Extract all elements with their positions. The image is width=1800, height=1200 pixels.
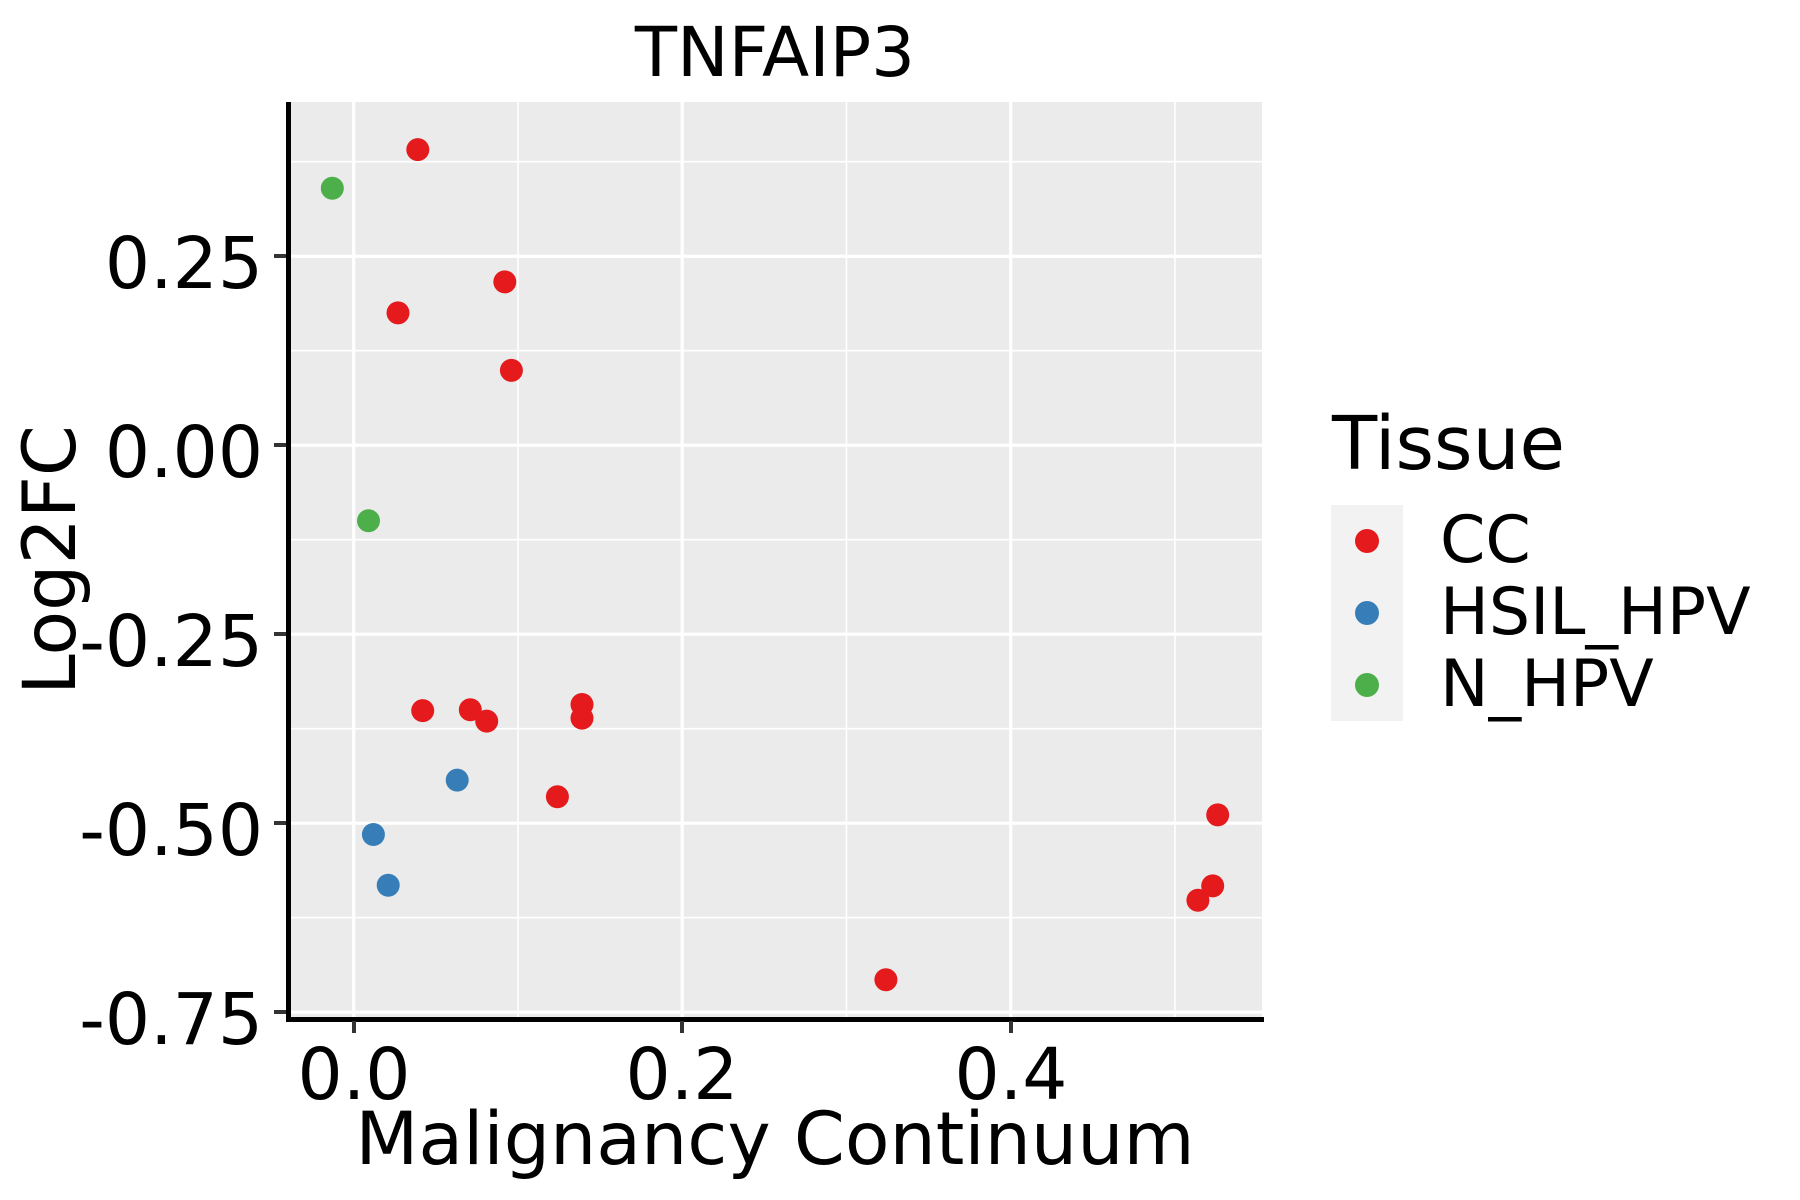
x-tick-mark: [680, 1021, 684, 1033]
x-tick-label: 0.4: [954, 1033, 1068, 1116]
legend-key: [1331, 577, 1403, 649]
data-point-CC: [493, 270, 517, 294]
data-point-CC: [1201, 874, 1225, 898]
minor-gridlines: [288, 102, 1262, 1019]
x-axis-title: Malignancy Continuum: [355, 1097, 1195, 1182]
data-point-CC: [458, 698, 482, 722]
data-point-CC: [545, 785, 569, 809]
data-point-CC: [1206, 803, 1230, 827]
legend-entry-label: HSIL_HPV: [1440, 575, 1751, 650]
data-point-HSIL_HPV: [376, 873, 400, 897]
data-points: [320, 138, 1230, 992]
data-point-CC: [499, 358, 523, 382]
x-tick-mark: [352, 1021, 356, 1033]
legend-marker-icon: [1355, 601, 1379, 625]
y-tick-label: -0.25: [79, 600, 263, 683]
legend-key: [1331, 649, 1403, 721]
y-tick-mark: [274, 254, 286, 258]
data-point-CC: [1186, 888, 1210, 912]
legend-entry-HSIL_HPV: HSIL_HPV: [1331, 577, 1751, 649]
legend-entry-label: CC: [1440, 503, 1531, 578]
data-point-CC: [411, 699, 435, 723]
x-tick-mark: [1009, 1021, 1013, 1033]
y-tick-label: 0.00: [104, 411, 263, 494]
plot-canvas: [288, 102, 1262, 1019]
plot-panel: [288, 102, 1262, 1019]
y-axis-title: Log2FC: [8, 425, 93, 695]
plot-title: TNFAIP3: [634, 13, 916, 93]
y-tick-label: -0.50: [79, 789, 263, 872]
y-tick-mark: [274, 443, 286, 447]
legend-entry-label: N_HPV: [1440, 647, 1654, 722]
data-point-CC: [570, 706, 594, 730]
data-point-HSIL_HPV: [361, 823, 385, 846]
y-tick-mark: [274, 1010, 286, 1014]
data-point-CC: [874, 968, 898, 992]
y-tick-label: 0.25: [104, 222, 263, 305]
legend-entry-CC: CC: [1331, 505, 1751, 577]
y-tick-mark: [274, 821, 286, 825]
data-point-CC: [386, 301, 410, 325]
major-gridlines: [288, 102, 1262, 1019]
legend-entry-N_HPV: N_HPV: [1331, 649, 1751, 721]
legend-entries: CC HSIL_HPV N_HPV: [1331, 505, 1751, 721]
data-point-N_HPV: [357, 509, 380, 533]
legend-title: Tissue: [1332, 401, 1566, 487]
data-point-HSIL_HPV: [445, 768, 469, 792]
x-axis-line: [286, 1017, 1264, 1022]
legend-marker-icon: [1355, 529, 1379, 553]
legend-key: [1331, 505, 1403, 577]
x-tick-label: 0.0: [297, 1033, 411, 1116]
legend-marker-icon: [1355, 673, 1379, 697]
data-point-N_HPV: [320, 176, 344, 200]
data-point-CC: [475, 709, 499, 733]
y-axis-line: [286, 102, 291, 1022]
data-point-CC: [406, 138, 430, 162]
y-tick-label: -0.75: [79, 978, 263, 1061]
y-tick-mark: [274, 632, 286, 636]
x-tick-label: 0.2: [625, 1033, 739, 1116]
